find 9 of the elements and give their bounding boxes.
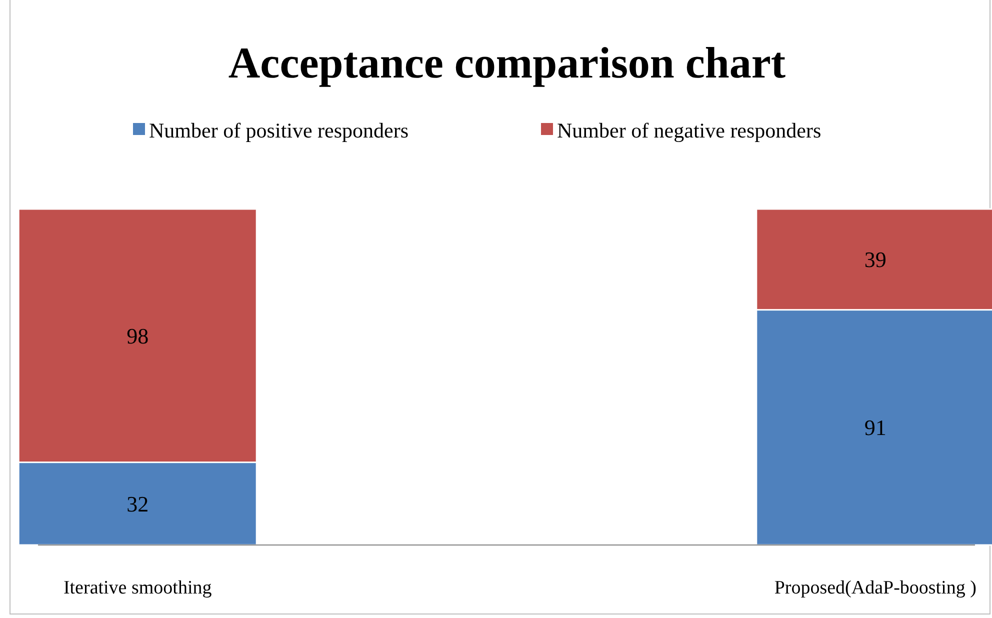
data-label: 39 [864,247,886,272]
legend-label: Number of negative responders [557,118,822,142]
data-label: 91 [864,415,886,440]
data-label: 98 [126,323,149,348]
legend-label: Number of positive responders [149,118,409,142]
chart-title: Acceptance comparison chart [228,38,786,88]
data-label: 32 [126,491,149,516]
x-tick-label: Proposed(AdaP-boosting ) [774,578,976,599]
x-tick-label: Iterative smoothing [63,578,212,599]
